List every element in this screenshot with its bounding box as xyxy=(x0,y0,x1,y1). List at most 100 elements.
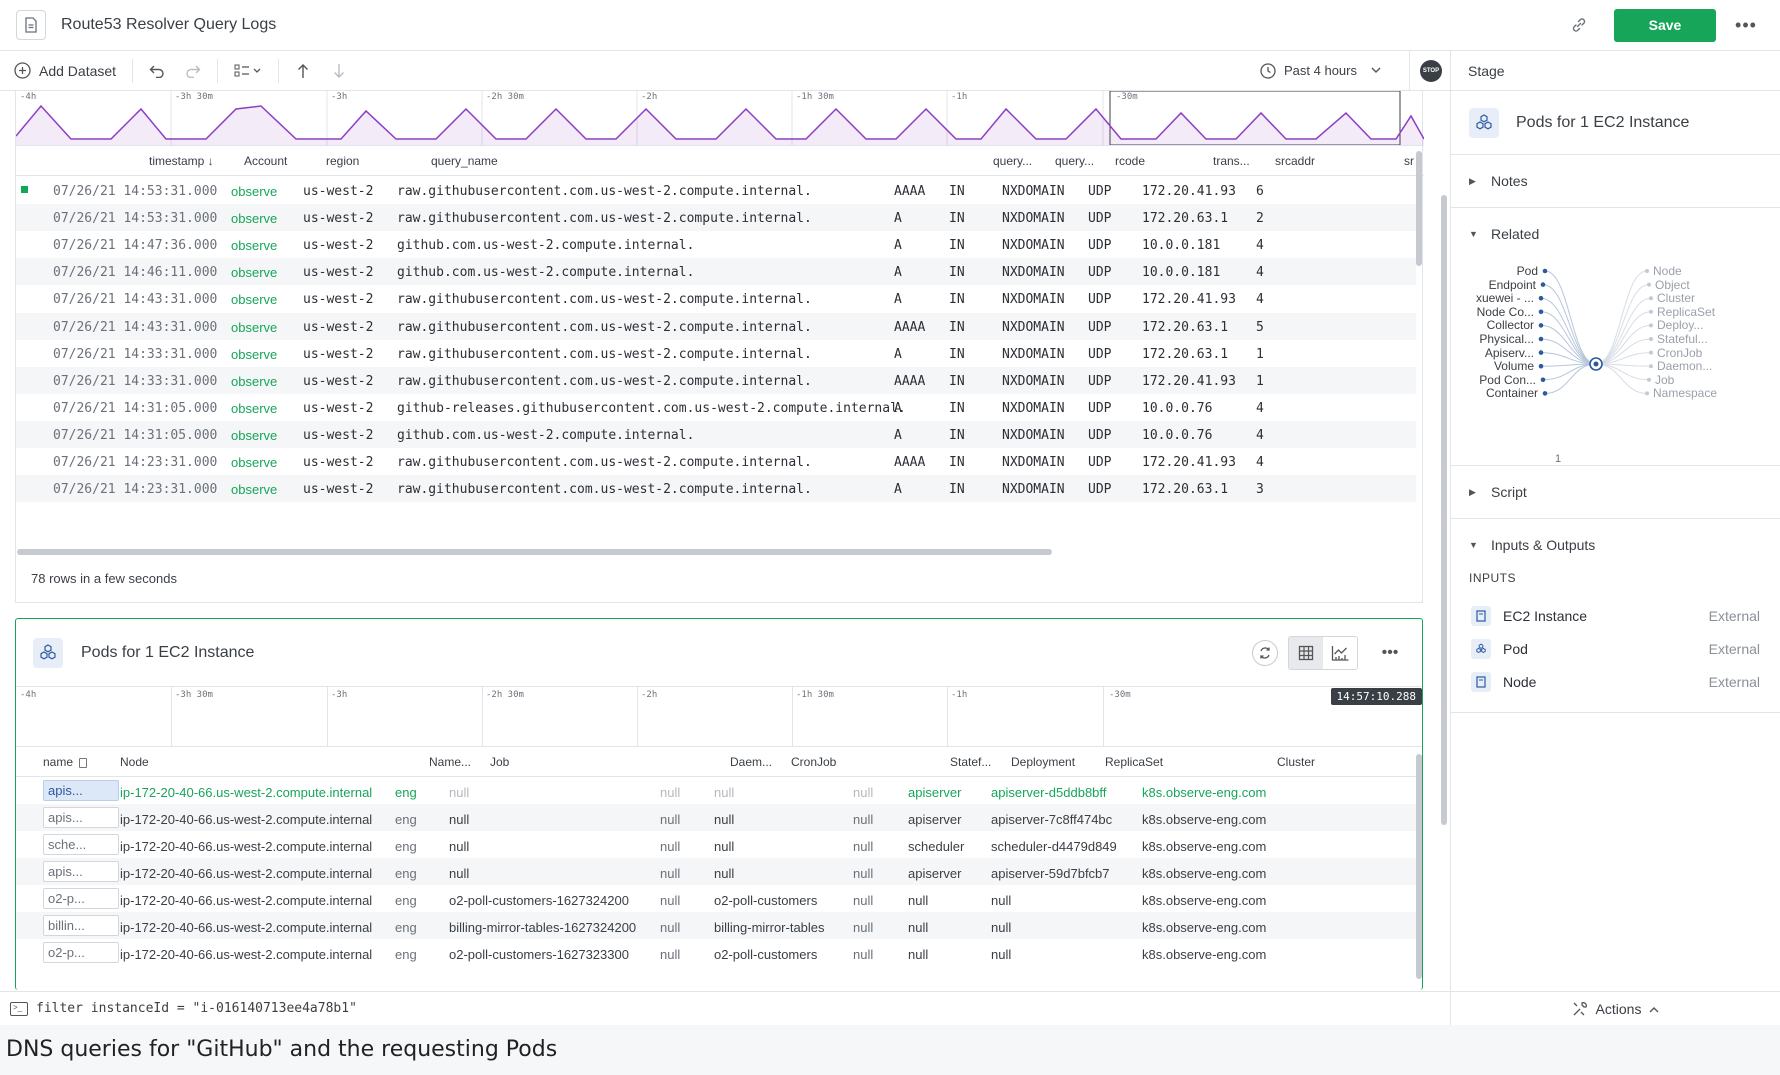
table-cell[interactable]: k8s.observe-eng.com xyxy=(1142,839,1267,854)
related-node-label[interactable]: Job xyxy=(1655,372,1675,387)
related-node-label[interactable]: Cluster xyxy=(1657,291,1696,306)
table-cell[interactable]: k8s.observe-eng.com xyxy=(1142,947,1267,962)
related-node-label[interactable]: Deploy... xyxy=(1657,318,1704,333)
table-cell[interactable]: 07/26/21 14:47:36.000 xyxy=(53,238,218,254)
table-cell[interactable]: null xyxy=(991,893,1012,908)
table-cell[interactable]: A xyxy=(894,346,902,362)
column-header-srcport[interactable]: sr xyxy=(1404,154,1414,168)
table-cell[interactable]: null xyxy=(853,893,874,908)
column-header-job[interactable]: Job xyxy=(490,755,510,769)
table-cell[interactable]: 4 xyxy=(1256,427,1264,443)
vertical-scrollbar[interactable] xyxy=(1416,151,1422,266)
table-cell[interactable]: 10.0.0.181 xyxy=(1142,265,1221,281)
time-range-picker[interactable]: Past 4 hours xyxy=(1260,62,1381,79)
column-header-cluster[interactable]: Cluster xyxy=(1277,755,1316,769)
table-cell[interactable]: scheduler xyxy=(908,839,965,854)
table-cell[interactable]: 172.20.41.93 xyxy=(1142,292,1236,308)
table-cell[interactable]: observe xyxy=(231,346,278,362)
table-cell[interactable]: observe xyxy=(231,427,278,443)
related-node-label[interactable]: CronJob xyxy=(1657,345,1703,360)
histogram-timeline[interactable]: -4h -3h 30m -3h -2h 30m -2h -1h 30m -1h … xyxy=(16,91,1424,146)
table-cell[interactable]: us-west-2 xyxy=(303,184,374,199)
related-more-count[interactable]: 1 xyxy=(1555,453,1562,465)
table-view-icon[interactable] xyxy=(1289,636,1323,669)
table-cell[interactable]: 10.0.0.181 xyxy=(1142,238,1221,254)
table-cell[interactable]: AAAA xyxy=(894,319,926,335)
table-cell[interactable]: observe xyxy=(231,211,278,227)
terminal-icon[interactable]: >_ xyxy=(10,1001,28,1016)
table-cell[interactable]: 07/26/21 14:43:31.000 xyxy=(53,319,218,335)
table-cell[interactable]: null xyxy=(853,947,874,962)
table-cell[interactable]: ip-172-20-40-66.us-west-2.compute.intern… xyxy=(120,839,373,854)
table-cell[interactable]: o2-poll-customers xyxy=(714,893,818,908)
table-cell[interactable]: IN xyxy=(949,427,965,443)
table-row[interactable]: 07/26/21 14:53:31.000 observe us-west-2 raw… xyxy=(16,204,1416,232)
table-cell[interactable]: eng xyxy=(395,947,417,962)
table-cell[interactable]: ip-172-20-40-66.us-west-2.compute.intern… xyxy=(120,866,373,881)
stage-card[interactable]: Pods for 1 EC2 Instance xyxy=(1451,91,1780,155)
table-cell[interactable]: 172.20.63.1 xyxy=(1142,346,1229,362)
table-cell[interactable]: A xyxy=(894,292,902,308)
table-cell[interactable]: 2 xyxy=(1256,211,1264,227)
table-cell[interactable]: 3 xyxy=(1256,482,1264,498)
table-cell[interactable]: 07/26/21 14:33:31.000 xyxy=(53,346,218,362)
page-title[interactable]: Route53 Resolver Query Logs xyxy=(61,16,277,33)
column-header-account[interactable]: Account xyxy=(244,154,288,168)
table-cell[interactable]: A xyxy=(894,427,902,443)
table-cell[interactable]: apiserver-59d7bfcb7 xyxy=(991,866,1110,881)
document-icon[interactable] xyxy=(16,10,46,40)
table-row[interactable]: 07/26/21 14:23:31.000 observe us-west-2 raw… xyxy=(16,448,1416,475)
table-cell[interactable]: 07/26/21 14:23:31.000 xyxy=(53,455,218,470)
table-cell[interactable]: ip-172-20-40-66.us-west-2.compute.intern… xyxy=(120,812,373,827)
column-header-rcode[interactable]: rcode xyxy=(1115,154,1146,168)
table-cell[interactable]: us-west-2 xyxy=(303,400,374,416)
table-cell[interactable]: UDP xyxy=(1088,319,1112,335)
table-cell[interactable]: us-west-2 xyxy=(303,346,374,362)
table-cell[interactable]: null xyxy=(908,893,929,908)
table-row[interactable]: sche... ip-172-20-40-66.us-west-2.compute… xyxy=(16,831,1416,858)
table-cell[interactable]: 07/26/21 14:23:31.000 xyxy=(53,482,218,498)
table-cell[interactable]: NXDOMAIN xyxy=(1002,346,1065,362)
table-cell[interactable]: ip-172-20-40-66.us-west-2.compute.intern… xyxy=(120,893,373,908)
table-cell[interactable]: 5 xyxy=(1256,319,1264,335)
table-cell[interactable]: github.com.us-west-2.compute.internal. xyxy=(397,265,695,281)
actions-button[interactable]: Actions xyxy=(1450,992,1780,1026)
table-cell[interactable]: null xyxy=(991,920,1012,935)
related-node-label[interactable]: Apiserv... xyxy=(1484,345,1534,360)
related-node-label[interactable]: Physical... xyxy=(1479,332,1534,346)
input-row-ec2-instance[interactable]: EC2 Instance External xyxy=(1451,599,1780,632)
link-icon[interactable] xyxy=(1568,14,1590,36)
table-cell[interactable]: us-west-2 xyxy=(303,373,374,389)
column-header-deployment[interactable]: Deployment xyxy=(1011,755,1076,769)
table-cell[interactable]: null xyxy=(853,812,874,827)
pod-name-chip[interactable]: sche... xyxy=(43,834,119,855)
table-cell[interactable]: 172.20.63.1 xyxy=(1142,482,1229,498)
table-cell[interactable]: 4 xyxy=(1256,455,1264,470)
table-cell[interactable]: 07/26/21 14:31:05.000 xyxy=(53,400,218,416)
related-node-label[interactable]: Pod xyxy=(1516,264,1538,278)
table-cell[interactable]: 10.0.0.76 xyxy=(1142,427,1213,443)
table-cell[interactable]: raw.githubusercontent.com.us-west-2.comp… xyxy=(397,482,812,498)
table-row[interactable]: o2-p... ip-172-20-40-66.us-west-2.compute… xyxy=(16,939,1416,966)
arrow-up-icon[interactable] xyxy=(289,57,317,85)
table-cell[interactable]: AAAA xyxy=(894,455,926,470)
table-cell[interactable]: null xyxy=(714,866,735,881)
redo-icon[interactable] xyxy=(179,57,207,85)
table-cell[interactable]: null xyxy=(714,785,735,800)
table-cell[interactable]: observe xyxy=(231,400,278,416)
table-cell[interactable]: null xyxy=(660,839,681,854)
table-cell[interactable]: A xyxy=(894,238,902,254)
table-cell[interactable]: k8s.observe-eng.com xyxy=(1142,893,1267,908)
table-cell[interactable]: UDP xyxy=(1088,184,1112,199)
table-cell[interactable]: A xyxy=(894,482,902,498)
table-cell[interactable]: null xyxy=(660,893,681,908)
table-cell[interactable]: null xyxy=(660,812,681,827)
table-row[interactable]: 07/26/21 14:53:31.000 observe us-west-2 raw… xyxy=(16,177,1416,204)
column-header-name[interactable]: name xyxy=(43,755,88,769)
table-cell[interactable]: 10.0.0.76 xyxy=(1142,400,1213,416)
column-header-timestamp[interactable]: timestamp ↓ xyxy=(149,154,214,168)
table-cell[interactable]: 1 xyxy=(1256,373,1264,389)
table-cell[interactable]: raw.githubusercontent.com.us-west-2.comp… xyxy=(397,211,812,227)
table-cell[interactable]: k8s.observe-eng.com xyxy=(1142,920,1267,935)
table-cell[interactable]: raw.githubusercontent.com.us-west-2.comp… xyxy=(397,319,812,335)
